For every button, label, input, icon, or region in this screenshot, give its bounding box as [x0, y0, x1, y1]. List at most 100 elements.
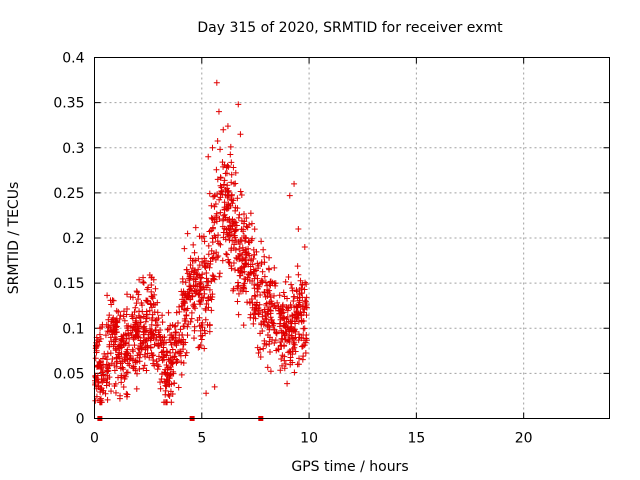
data-point: [119, 358, 126, 365]
data-point: [153, 336, 160, 343]
data-point: [241, 218, 248, 225]
data-point: [123, 369, 130, 376]
data-point: [163, 362, 170, 369]
data-point: [203, 300, 210, 307]
data-point: [188, 315, 195, 322]
data-point: [115, 308, 122, 315]
data-point: [209, 225, 216, 232]
data-point: [303, 304, 310, 311]
data-point: [234, 279, 241, 286]
data-point: [211, 276, 218, 283]
data-point: [266, 299, 273, 306]
data-point: [128, 313, 135, 320]
data-point: [302, 298, 309, 305]
data-point: [295, 225, 302, 232]
data-point: [112, 380, 119, 387]
data-point: [131, 342, 138, 349]
data-point: [167, 364, 174, 371]
data-point: [198, 336, 205, 343]
data-point: [127, 329, 134, 336]
data-point: [156, 355, 163, 362]
data-point: [197, 287, 204, 294]
data-point: [228, 191, 235, 198]
data-point: [198, 274, 205, 281]
data-point: [106, 341, 113, 348]
data-point: [246, 277, 253, 284]
data-point: [124, 291, 131, 298]
data-point: [215, 253, 222, 260]
data-point: [133, 300, 140, 307]
data-point: [278, 356, 285, 363]
data-point: [288, 332, 295, 339]
data-point: [261, 340, 268, 347]
data-point: [297, 277, 304, 284]
data-point: [271, 264, 278, 271]
data-point: [123, 311, 130, 318]
data-point: [228, 179, 235, 186]
data-point: [267, 310, 274, 317]
data-point: [209, 239, 216, 246]
data-point: [205, 304, 212, 311]
y-tick-label: 0.05: [53, 366, 84, 382]
data-point: [152, 285, 159, 292]
data-point: [225, 258, 232, 265]
data-point: [242, 238, 248, 245]
data-point: [227, 143, 234, 150]
data-point: [279, 352, 286, 359]
data-point: [235, 101, 242, 108]
data-point: [217, 146, 224, 153]
data-point: [113, 307, 120, 314]
data-point: [132, 326, 139, 333]
data-point: [132, 304, 139, 311]
data-point: [176, 303, 183, 310]
data-point: [254, 344, 261, 351]
data-point: [237, 188, 244, 195]
data-point: [271, 326, 278, 333]
data-point: [250, 270, 257, 277]
data-point: [224, 216, 231, 223]
data-point: [201, 327, 208, 334]
data-point: [118, 379, 125, 386]
data-point: [257, 330, 264, 337]
data-point: [237, 287, 244, 294]
data-point: [184, 323, 191, 330]
data-point: [191, 257, 197, 264]
data-point: [302, 350, 309, 357]
data-point: [108, 388, 115, 395]
data-point: [233, 239, 240, 246]
data-point: [253, 306, 260, 313]
x-axis-label: GPS time / hours: [291, 459, 408, 475]
data-point: [251, 226, 258, 233]
data-point: [232, 169, 239, 176]
data-point: [290, 340, 297, 347]
data-point: [199, 271, 206, 278]
x-tick-label: 20: [515, 431, 533, 447]
data-point: [301, 342, 308, 349]
data-point: [183, 349, 190, 356]
data-point: [303, 281, 310, 288]
data-point: [190, 241, 197, 248]
data-point: [295, 361, 302, 368]
data-point: [242, 234, 249, 241]
data-point: [161, 379, 168, 386]
data-point: [280, 309, 287, 316]
data-point: [164, 364, 171, 371]
data-point: [171, 353, 178, 360]
data-point: [118, 374, 125, 381]
x-tick-label: 15: [407, 431, 425, 447]
data-point: [181, 306, 188, 313]
data-point: [215, 232, 222, 239]
data-point: [114, 358, 121, 365]
data-point: [210, 254, 217, 261]
data-point: [143, 367, 150, 374]
chart-title: Day 315 of 2020, SRMTID for receiver exm…: [197, 20, 503, 36]
data-point: [104, 396, 111, 403]
data-point: [250, 320, 257, 327]
data-point: [216, 240, 223, 247]
data-point: [228, 171, 235, 178]
data-point: [220, 234, 227, 241]
data-point: [294, 263, 301, 270]
data-point: [129, 357, 136, 364]
data-point: [92, 397, 99, 404]
data-point: [162, 382, 169, 389]
